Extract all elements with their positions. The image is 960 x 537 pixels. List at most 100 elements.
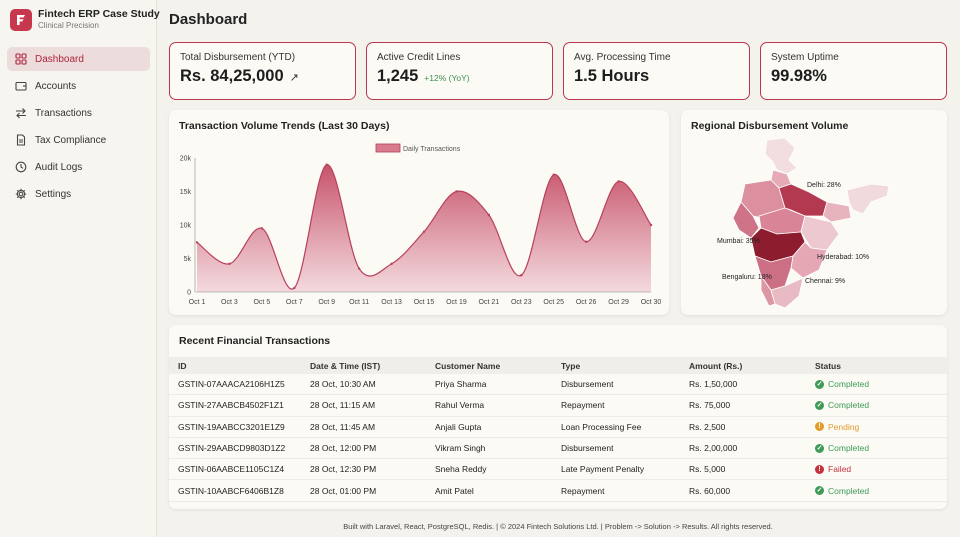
x-tick-label: Oct 1 — [189, 299, 206, 306]
kpi-label: Total Disbursement (YTD) — [180, 52, 296, 63]
data-point[interactable] — [325, 163, 328, 166]
x-tick-label: Oct 25 — [543, 299, 564, 306]
data-point[interactable] — [293, 286, 296, 290]
data-point[interactable] — [584, 240, 588, 243]
cell-type: Disbursement — [561, 443, 614, 454]
sidebar: Fintech ERP Case Study Clinical Precisio… — [0, 0, 160, 537]
column-header-type[interactable]: Type — [561, 360, 581, 371]
cell-amount: Rs. 1,50,000 — [689, 379, 738, 390]
india-map[interactable]: Delhi: 28% Mumbai: 35% Hyderabad: 10% Be… — [681, 110, 947, 315]
table-row[interactable]: GSTIN-07AAACA2106H1Z5 28 Oct, 10:30 AM Pri… — [169, 374, 947, 396]
data-point[interactable] — [552, 173, 555, 176]
x-tick-label: Oct 26 — [576, 299, 597, 306]
x-tick-label: Oct 15 — [414, 299, 435, 306]
data-point[interactable] — [390, 262, 393, 266]
map-label-bengaluru: Bengaluru: 18% — [722, 274, 772, 281]
trend-chart[interactable]: Daily Transactions 0 5k 10k 15k 20k Oct 1 Oct … — [169, 110, 669, 315]
series-area — [197, 164, 651, 292]
kpi-label: Active Credit Lines — [377, 52, 461, 63]
data-point[interactable] — [487, 213, 491, 217]
data-point[interactable] — [649, 223, 653, 227]
x-tick-label: Oct 11 — [349, 299, 369, 306]
cell-id: GSTIN-29AABCD9803D1Z2 — [178, 443, 286, 454]
x-tick-label: Oct 19 — [446, 299, 467, 306]
grid-icon — [15, 53, 27, 65]
y-tick-label: 10k — [180, 223, 192, 230]
document-icon — [15, 134, 27, 146]
sidebar-item-label: Settings — [35, 188, 72, 200]
table-row[interactable]: GSTIN-19AABCC3201E1Z9 28 Oct, 11:45 AM Anj… — [169, 417, 947, 438]
data-point[interactable] — [455, 190, 458, 193]
y-tick-label: 0 — [187, 290, 191, 297]
x-tick-label: Oct 23 — [511, 299, 532, 306]
cell-amount: Rs. 60,000 — [689, 485, 731, 496]
status-badge: ! Pending — [815, 422, 947, 432]
cell-type: Repayment — [561, 485, 605, 496]
table-row[interactable]: GSTIN-06AABCE1105C1Z4 28 Oct, 12:30 PM Sne… — [169, 459, 947, 481]
status-label: Completed — [828, 443, 870, 454]
sidebar-item-label: Transactions — [35, 107, 92, 119]
sidebar-item-label: Dashboard — [35, 53, 84, 65]
data-point[interactable] — [357, 267, 361, 270]
sidebar-item-dashboard[interactable]: Dashboard — [7, 47, 150, 71]
table-title: Recent Financial Transactions — [179, 335, 331, 347]
map-label-delhi: Delhi: 28% — [807, 182, 841, 189]
x-tick-label: Oct 3 — [221, 299, 238, 306]
data-point[interactable] — [422, 230, 426, 233]
status-label: Completed — [828, 379, 870, 390]
column-header-id[interactable]: ID — [178, 360, 187, 371]
cell-customer: Sneha Reddy — [435, 464, 487, 475]
column-header-date[interactable]: Date & Time (IST) — [310, 360, 381, 371]
axis-lines — [194, 158, 651, 293]
transaction-trend-card: Transaction Volume Trends (Last 30 Days)… — [169, 110, 669, 315]
data-point[interactable] — [260, 227, 264, 230]
data-point[interactable] — [520, 274, 523, 277]
alert-circle-icon: ! — [815, 464, 824, 474]
kpi-growth-badge: +12% (YoY) — [424, 73, 470, 83]
check-circle-icon: ✓ — [815, 443, 824, 453]
x-tick-label: Oct 9 — [318, 299, 335, 306]
table-row[interactable]: GSTIN-10AABCF6406B1Z8 28 Oct, 01:00 PM Ami… — [169, 480, 947, 502]
column-header-status[interactable]: Status — [815, 360, 841, 371]
kpi-value: 1,245 — [377, 67, 419, 85]
status-badge: ✓ Completed — [815, 400, 947, 410]
column-header-amount[interactable]: Amount (Rs.) — [689, 360, 743, 371]
status-label: Failed — [828, 464, 852, 475]
sidebar-item-accounts[interactable]: Accounts — [7, 74, 150, 98]
cell-amount: Rs. 5,000 — [689, 464, 726, 475]
page-title: Dashboard — [169, 11, 248, 28]
sidebar-item-tax-compliance[interactable]: Tax Compliance — [7, 128, 150, 152]
legend-label: Daily Transactions — [403, 146, 461, 153]
gear-icon — [15, 188, 27, 200]
table-header: ID Date & Time (IST) Customer Name Type … — [169, 357, 947, 374]
arrows-swap-icon — [15, 107, 27, 119]
check-circle-icon: ✓ — [815, 400, 824, 410]
cell-customer: Anjali Gupta — [435, 421, 482, 432]
cell-date: 28 Oct, 12:30 PM — [310, 464, 377, 475]
x-tick-label: Oct 30 — [641, 299, 662, 306]
region-northeast — [846, 183, 890, 215]
wallet-icon — [15, 80, 27, 92]
data-point[interactable] — [195, 241, 199, 244]
sidebar-nav: Dashboard Accounts Transactions Tax Comp… — [7, 47, 150, 209]
cell-date: 28 Oct, 12:00 PM — [310, 443, 377, 454]
cell-id: GSTIN-06AABCE1105C1Z4 — [178, 464, 285, 475]
data-point[interactable] — [228, 262, 231, 266]
brand[interactable]: Fintech ERP Case Study Clinical Precisio… — [10, 8, 160, 31]
x-tick-label: Oct 13 — [381, 299, 402, 306]
sidebar-item-transactions[interactable]: Transactions — [7, 101, 150, 125]
brand-title: Fintech ERP Case Study — [38, 8, 160, 20]
column-header-customer[interactable]: Customer Name — [435, 360, 501, 371]
cell-customer: Vikram Singh — [435, 443, 486, 454]
region-kerala — [760, 274, 776, 307]
kpi-card-system-uptime: System Uptime 99.98% — [760, 42, 947, 100]
table-row[interactable]: GSTIN-29AABCD9803D1Z2 28 Oct, 12:00 PM Vik… — [169, 438, 947, 460]
sidebar-item-audit-logs[interactable]: Audit Logs — [7, 155, 150, 179]
chart-title: Transaction Volume Trends (Last 30 Days) — [179, 120, 390, 132]
table-row[interactable]: GSTIN-27AABCB4502F1Z1 28 Oct, 11:15 AM Rah… — [169, 395, 947, 417]
cell-id: GSTIN-10AABCF6406B1Z8 — [178, 485, 284, 496]
cell-customer: Rahul Verma — [435, 400, 485, 411]
cell-type: Repayment — [561, 400, 605, 411]
sidebar-item-settings[interactable]: Settings — [7, 182, 150, 206]
data-point[interactable] — [617, 180, 620, 183]
